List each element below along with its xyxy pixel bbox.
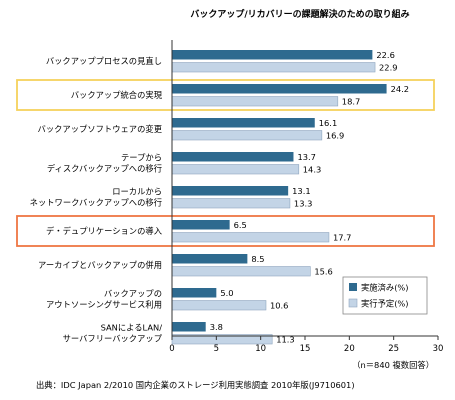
x-tick-label: 0 <box>169 344 174 354</box>
value-label: 17.7 <box>333 233 351 243</box>
legend: 実施済み(%) 実行予定(%) <box>342 276 428 315</box>
bar-planned <box>171 164 300 175</box>
source-caption: 出典：IDC Japan 2/2010 国内企業のストレージ利用実態調査 201… <box>36 380 355 390</box>
bar-implemented <box>172 50 373 60</box>
bar-planned <box>171 300 267 311</box>
legend-swatch <box>348 298 358 308</box>
x-tick-label: 25 <box>388 344 399 354</box>
x-axis: 0 5 10 15 20 25 30 <box>169 40 443 354</box>
category-label: バックアップソフトウェアの変更 <box>38 124 163 134</box>
value-label: 8.5 <box>251 254 264 264</box>
bar-implemented <box>172 220 230 230</box>
highlight-boxes <box>16 79 435 247</box>
category-label: ローカルからネットワークバックアップへの移行 <box>30 187 162 208</box>
bar-implemented <box>172 288 217 298</box>
category-label: SANによるLAN/サーバフリーバックアップ <box>63 323 163 344</box>
bar-planned <box>171 198 291 209</box>
value-label: 22.9 <box>379 63 397 73</box>
value-label: 13.1 <box>292 186 310 196</box>
legend-swatch <box>349 283 357 291</box>
x-tick-label: 10 <box>255 344 266 354</box>
value-label: 13.3 <box>294 199 312 209</box>
highlight-box <box>16 215 435 247</box>
bar-planned <box>171 62 376 73</box>
bar-group: 22.6 22.9 24.2 18.7 16.1 16.9 13.7 14.3 13.1 13.3… <box>171 50 409 345</box>
category-label: デ・デュプリケーションの導入 <box>46 226 162 236</box>
x-tick-label: 20 <box>344 344 355 354</box>
bar-implemented <box>172 84 387 94</box>
value-label: 15.6 <box>314 267 332 277</box>
highlight-box <box>16 79 435 111</box>
bar-implemented <box>172 186 289 196</box>
bar-implemented <box>172 254 248 264</box>
value-label: 16.1 <box>319 118 337 128</box>
value-label: 13.7 <box>297 152 315 162</box>
value-label: 3.8 <box>210 322 223 332</box>
legend-label: 実行予定(%) <box>361 299 409 309</box>
chart-title: バックアップ/リカバリーの課題解決のための取り組み <box>190 8 409 20</box>
category-label: バックアップのアウトソーシングサービス利用 <box>46 289 162 310</box>
value-label: 22.6 <box>376 50 394 60</box>
value-label: 10.6 <box>270 301 288 311</box>
value-label: 16.9 <box>326 131 344 141</box>
sample-note: （n＝840 複数回答） <box>352 360 434 370</box>
bar-planned <box>171 96 339 107</box>
x-tick-label: 5 <box>214 344 219 354</box>
value-label: 11.3 <box>276 335 294 345</box>
value-label: 18.7 <box>342 97 360 107</box>
x-tick-label: 30 <box>433 344 444 354</box>
x-tick-label: 15 <box>300 344 311 354</box>
value-label: 6.5 <box>234 220 247 230</box>
category-labels: バックアッププロセスの見直しバックアップ統合の実現バックアップソフトウェアの変更… <box>30 56 163 344</box>
bar-implemented <box>172 118 315 128</box>
bar-planned <box>171 130 323 141</box>
legend-label: 実施済み(%) <box>361 283 409 293</box>
category-label: アーカイブとバックアップの併用 <box>38 260 162 270</box>
category-label: テープからディスクバックアップへの移行 <box>47 153 162 174</box>
value-label: 24.2 <box>391 84 409 94</box>
category-label: バックアッププロセスの見直し <box>46 56 162 66</box>
value-label: 14.3 <box>303 165 321 175</box>
category-label: バックアップ統合の実現 <box>71 90 163 100</box>
bar-implemented <box>172 152 294 162</box>
bar-implemented <box>172 322 206 332</box>
bar-planned <box>171 266 311 277</box>
value-label: 5.0 <box>220 288 233 298</box>
bar-planned <box>171 232 330 243</box>
